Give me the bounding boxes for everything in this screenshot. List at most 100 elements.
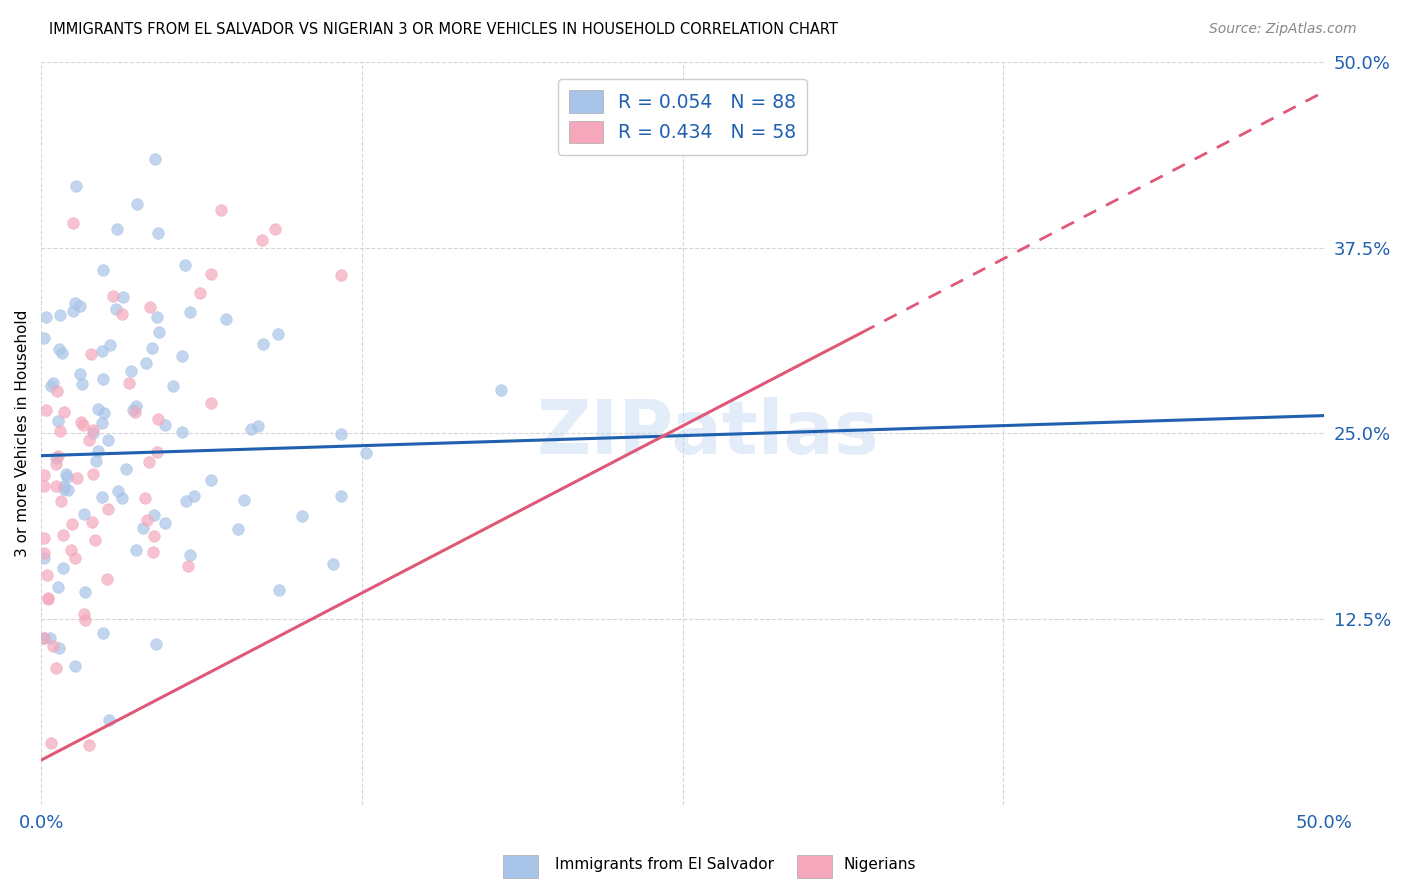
Point [131, 520, 153, 534]
Point [32, 531, 55, 545]
Point [98, 713, 121, 727]
Point [42, 376, 65, 390]
Point [70, 377, 93, 392]
Point [52, 528, 75, 542]
Point [91, 626, 114, 640]
Text: IMMIGRANTS FROM EL SALVADOR VS NIGERIAN 3 OR MORE VEHICLES IN HOUSEHOLD CORRELAT: IMMIGRANTS FROM EL SALVADOR VS NIGERIAN … [49, 22, 838, 37]
Point [70, 415, 93, 429]
Point [148, 325, 170, 339]
Point [291, 508, 314, 523]
Point [32, 632, 55, 646]
Point [136, 513, 159, 527]
Point [82, 426, 104, 441]
Point [65, 178, 87, 193]
Point [83, 533, 105, 548]
Point [63, 658, 86, 673]
Point [252, 336, 274, 351]
Text: Nigerians: Nigerians [844, 857, 917, 872]
Point [142, 508, 165, 522]
Point [35, 310, 58, 325]
Point [329, 489, 352, 503]
Point [162, 379, 184, 393]
Point [49, 493, 72, 508]
Point [330, 427, 353, 442]
Point [87, 401, 110, 416]
Point [62, 216, 84, 230]
Point [82, 467, 104, 481]
Point [73, 585, 96, 599]
Point [101, 288, 124, 302]
Point [46, 414, 69, 428]
Point [46, 384, 69, 398]
Point [32, 468, 55, 483]
Point [354, 446, 377, 460]
Point [266, 326, 288, 341]
Point [146, 411, 169, 425]
Point [105, 301, 128, 316]
Point [80, 347, 103, 361]
Point [177, 559, 200, 574]
Point [172, 425, 194, 440]
Point [145, 637, 167, 651]
Point [122, 403, 145, 417]
Point [51, 345, 73, 359]
Point [153, 516, 176, 530]
Point [145, 310, 167, 324]
Point [247, 419, 270, 434]
Point [489, 383, 512, 397]
Point [90, 416, 112, 430]
Point [153, 417, 176, 432]
Point [72, 508, 94, 522]
Point [118, 376, 141, 390]
Point [39, 632, 62, 646]
Point [32, 331, 55, 345]
Point [138, 300, 160, 314]
Point [98, 338, 121, 352]
Point [215, 312, 238, 326]
Point [73, 607, 96, 621]
Point [39, 378, 62, 392]
Point [200, 396, 222, 410]
Point [200, 474, 222, 488]
Point [45, 479, 67, 493]
Point [114, 462, 136, 476]
Point [73, 614, 96, 628]
Point [56, 470, 79, 484]
Point [97, 434, 120, 448]
Point [82, 516, 104, 530]
Point [143, 152, 166, 166]
Point [107, 483, 129, 498]
Point [91, 343, 114, 358]
Point [134, 491, 156, 505]
Point [53, 482, 76, 496]
Point [48, 640, 70, 655]
Point [179, 305, 201, 319]
Point [77, 739, 100, 753]
Point [62, 304, 84, 318]
Point [77, 433, 100, 447]
Point [37, 568, 59, 582]
Point [125, 196, 148, 211]
Point [264, 222, 287, 236]
Point [65, 296, 87, 310]
Point [42, 639, 65, 653]
Point [45, 661, 67, 675]
Point [32, 632, 55, 646]
Point [183, 489, 205, 503]
Point [69, 299, 91, 313]
Point [86, 444, 108, 458]
Point [125, 399, 148, 413]
Point [209, 202, 232, 217]
Point [143, 528, 166, 542]
Point [52, 405, 75, 419]
Point [63, 551, 86, 566]
Point [105, 222, 128, 236]
Point [240, 422, 263, 436]
Point [252, 233, 274, 247]
Point [138, 455, 160, 469]
Point [72, 417, 94, 432]
Point [53, 479, 76, 493]
Point [56, 483, 79, 497]
Text: Immigrants from El Salvador: Immigrants from El Salvador [555, 857, 775, 872]
Point [179, 548, 201, 562]
